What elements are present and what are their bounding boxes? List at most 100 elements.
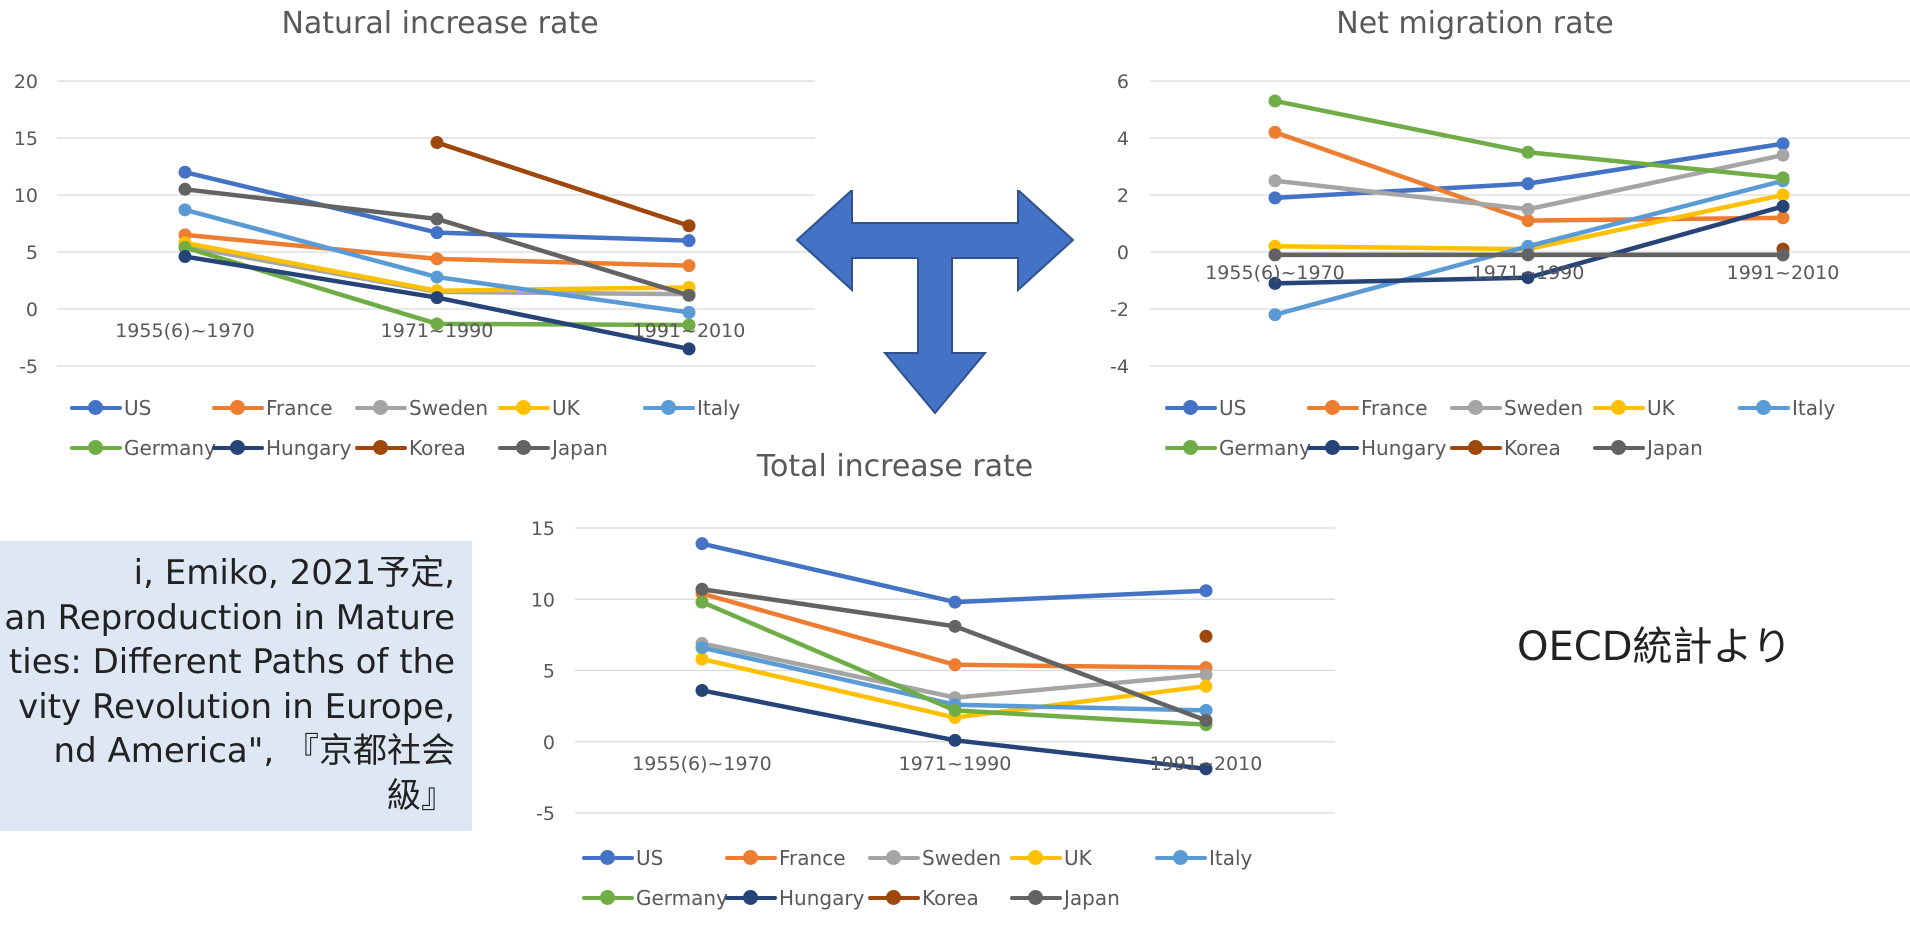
data-point-italy [1199, 703, 1213, 717]
data-point-france [430, 252, 444, 266]
legend-item-us: US [70, 395, 151, 421]
legend-label: Sweden [1504, 396, 1584, 420]
legend-swatch [643, 395, 695, 421]
y-tick-label: 0 [543, 732, 555, 754]
data-point-italy [695, 641, 709, 655]
data-point-sweden [1521, 202, 1535, 216]
data-point-hungary [1521, 271, 1535, 285]
legend-item-korea: Korea [868, 885, 979, 911]
data-point-sweden [1776, 148, 1790, 162]
y-tick-label: 10 [531, 589, 555, 611]
series-line-korea [434, 140, 692, 229]
data-point-us [948, 595, 962, 609]
legend-swatch [355, 395, 407, 421]
data-point-italy [178, 203, 192, 217]
data-point-korea [1199, 629, 1213, 643]
data-point-us [1521, 177, 1535, 191]
series-line-us [699, 541, 1209, 605]
data-point-us [430, 226, 444, 240]
legend-label: France [1361, 396, 1428, 420]
y-tick-label: 20 [14, 71, 38, 93]
x-category-label: 1955(6)~1970 [1205, 262, 1345, 284]
legend-label: Korea [1504, 436, 1561, 460]
y-tick-label: 5 [543, 661, 555, 683]
legend-swatch [212, 435, 264, 461]
data-point-france [1776, 211, 1790, 225]
legend-item-japan: Japan [1010, 885, 1120, 911]
legend-label: Italy [1792, 396, 1836, 420]
data-point-us [1268, 191, 1282, 205]
x-category-label: 1991~2010 [1150, 753, 1263, 775]
data-point-germany [1521, 145, 1535, 159]
legend-label: Korea [922, 886, 979, 910]
legend-item-korea: Korea [355, 435, 466, 461]
total-increase-plot: -5 0 5 10 15 1955(6)~1970 1971~1990 1991~2010 [531, 518, 1335, 825]
legend-label: Sweden [922, 846, 1002, 870]
legend-item-uk: UK [1010, 845, 1092, 871]
data-point-germany [178, 240, 192, 254]
legend-swatch [1593, 435, 1645, 461]
data-point-uk [695, 652, 709, 666]
chart-title: Natural increase rate [281, 6, 599, 41]
source-note: OECD統計より [1517, 624, 1792, 670]
legend-item-hungary: Hungary [725, 885, 864, 911]
legend-swatch [355, 435, 407, 461]
legend-item-france: France [1307, 395, 1428, 421]
x-category-label: 1971~1990 [899, 753, 1012, 775]
legend-item-sweden: Sweden [1450, 395, 1583, 421]
data-point-us [178, 165, 192, 179]
chart-legend: US France Sweden UK Italy Germany Hungary Korea… [0, 395, 820, 485]
data-point-japan [1268, 248, 1282, 262]
legend-label: Sweden [409, 396, 489, 420]
natural-increase-rate-chart: Natural increase rate -5 0 5 10 15 20 1955(6)~… [0, 0, 820, 470]
legend-item-japan: Japan [498, 435, 608, 461]
legend-label: Japan [1064, 886, 1120, 910]
data-point-hungary [695, 683, 709, 697]
data-point-germany [682, 318, 696, 332]
legend-label: Japan [1647, 436, 1703, 460]
chart-legend: US France Sweden UK Italy Germany Hungary Korea… [1095, 395, 1910, 485]
y-tick-label: -4 [1110, 356, 1129, 378]
data-point-hungary [1776, 199, 1790, 213]
legend-swatch [1738, 395, 1790, 421]
data-point-japan [695, 582, 709, 596]
legend-swatch [1010, 885, 1062, 911]
data-point-japan [1776, 248, 1790, 262]
data-point-hungary [1199, 762, 1213, 776]
legend-item-germany: Germany [70, 435, 216, 461]
y-tick-label: 0 [1117, 242, 1129, 264]
data-point-sweden [1199, 668, 1213, 682]
y-tick-label: 4 [1117, 128, 1129, 150]
legend-label: Italy [1209, 846, 1253, 870]
data-point-germany [948, 703, 962, 717]
y-tick-label: -2 [1110, 299, 1129, 321]
chart-title: Total increase rate [756, 449, 1034, 484]
data-point-france [1521, 214, 1535, 228]
x-category-label: 1971~1990 [1472, 262, 1585, 284]
legend-swatch [868, 845, 920, 871]
legend-item-uk: UK [1593, 395, 1675, 421]
legend-label: Korea [409, 436, 466, 460]
x-category-label: 1991~2010 [633, 320, 746, 342]
legend-item-korea: Korea [1450, 435, 1561, 461]
data-point-italy [682, 305, 696, 319]
data-point-japan [682, 288, 696, 302]
legend-item-hungary: Hungary [212, 435, 351, 461]
legend-swatch [70, 435, 122, 461]
y-tick-label: 15 [14, 128, 38, 150]
data-point-us [695, 537, 709, 551]
legend-swatch [1165, 435, 1217, 461]
x-category-label: 1971~1990 [381, 320, 494, 342]
legend-label: Germany [636, 886, 728, 910]
legend-item-italy: Italy [1155, 845, 1252, 871]
y-tick-label: 15 [531, 518, 555, 540]
legend-swatch [1155, 845, 1207, 871]
legend-item-us: US [582, 845, 663, 871]
legend-label: UK [552, 396, 580, 420]
data-point-hungary [430, 291, 444, 305]
data-point-korea [430, 136, 444, 150]
legend-swatch [1307, 395, 1359, 421]
legend-label: UK [1064, 846, 1092, 870]
chart-title: Net migration rate [1336, 6, 1614, 41]
legend-label: Germany [124, 436, 216, 460]
